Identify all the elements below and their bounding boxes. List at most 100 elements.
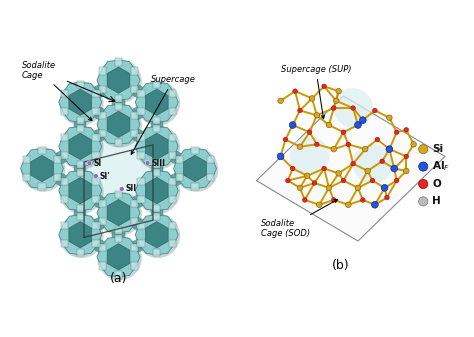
Polygon shape bbox=[130, 67, 138, 75]
Circle shape bbox=[419, 162, 428, 171]
Circle shape bbox=[419, 145, 428, 154]
Circle shape bbox=[174, 148, 219, 192]
Polygon shape bbox=[130, 262, 138, 270]
Polygon shape bbox=[61, 108, 68, 115]
Polygon shape bbox=[107, 244, 130, 270]
Circle shape bbox=[385, 195, 389, 200]
Circle shape bbox=[119, 187, 124, 191]
Circle shape bbox=[341, 178, 346, 183]
Polygon shape bbox=[99, 130, 107, 137]
Polygon shape bbox=[169, 196, 176, 203]
Polygon shape bbox=[69, 178, 91, 204]
Circle shape bbox=[419, 179, 428, 189]
Circle shape bbox=[326, 122, 332, 128]
Polygon shape bbox=[256, 96, 445, 241]
Polygon shape bbox=[115, 191, 122, 198]
Circle shape bbox=[136, 214, 180, 258]
Text: Al$_F$: Al$_F$ bbox=[432, 160, 450, 174]
Circle shape bbox=[322, 84, 327, 89]
Polygon shape bbox=[59, 82, 102, 122]
Circle shape bbox=[98, 103, 142, 148]
Text: SI: SI bbox=[93, 159, 101, 167]
Polygon shape bbox=[77, 205, 84, 212]
Polygon shape bbox=[99, 200, 107, 207]
Polygon shape bbox=[169, 240, 176, 247]
Polygon shape bbox=[116, 119, 160, 152]
Polygon shape bbox=[153, 161, 160, 168]
Polygon shape bbox=[135, 82, 178, 122]
Circle shape bbox=[381, 184, 388, 191]
Circle shape bbox=[359, 117, 366, 124]
Circle shape bbox=[283, 137, 288, 142]
Circle shape bbox=[277, 153, 284, 160]
Polygon shape bbox=[176, 156, 183, 163]
Polygon shape bbox=[191, 183, 199, 190]
Polygon shape bbox=[92, 178, 100, 185]
Circle shape bbox=[98, 236, 142, 280]
Polygon shape bbox=[74, 191, 86, 235]
Polygon shape bbox=[77, 117, 84, 124]
Polygon shape bbox=[137, 240, 145, 247]
Polygon shape bbox=[107, 111, 130, 137]
Polygon shape bbox=[151, 191, 163, 235]
Polygon shape bbox=[97, 193, 140, 233]
Polygon shape bbox=[151, 146, 163, 191]
Polygon shape bbox=[99, 112, 107, 119]
Polygon shape bbox=[169, 90, 176, 97]
Circle shape bbox=[312, 181, 317, 185]
Circle shape bbox=[355, 185, 361, 191]
Polygon shape bbox=[61, 134, 68, 141]
Polygon shape bbox=[69, 133, 91, 159]
Polygon shape bbox=[207, 174, 214, 181]
Circle shape bbox=[59, 81, 103, 126]
Polygon shape bbox=[207, 156, 214, 163]
Circle shape bbox=[353, 144, 392, 183]
Polygon shape bbox=[59, 126, 102, 166]
Text: Si: Si bbox=[432, 144, 444, 154]
Polygon shape bbox=[99, 262, 107, 270]
Polygon shape bbox=[97, 60, 140, 100]
Circle shape bbox=[278, 98, 283, 103]
Polygon shape bbox=[38, 147, 46, 154]
Polygon shape bbox=[130, 244, 138, 251]
Circle shape bbox=[331, 106, 336, 110]
Polygon shape bbox=[169, 222, 176, 229]
Polygon shape bbox=[154, 163, 198, 196]
Circle shape bbox=[291, 166, 295, 171]
Circle shape bbox=[346, 202, 351, 208]
Polygon shape bbox=[191, 147, 199, 154]
Polygon shape bbox=[151, 102, 163, 146]
Polygon shape bbox=[92, 108, 100, 115]
Circle shape bbox=[136, 81, 180, 126]
Polygon shape bbox=[77, 169, 84, 176]
Circle shape bbox=[411, 142, 416, 147]
Polygon shape bbox=[61, 178, 68, 185]
Polygon shape bbox=[130, 200, 138, 207]
Circle shape bbox=[293, 89, 297, 93]
Circle shape bbox=[322, 166, 327, 171]
Polygon shape bbox=[146, 222, 168, 248]
Polygon shape bbox=[61, 222, 68, 229]
Polygon shape bbox=[92, 90, 100, 97]
Polygon shape bbox=[153, 249, 160, 256]
Text: SIII: SIII bbox=[152, 159, 165, 167]
Circle shape bbox=[289, 122, 296, 128]
Circle shape bbox=[375, 137, 380, 142]
Circle shape bbox=[365, 168, 370, 174]
Polygon shape bbox=[135, 215, 178, 255]
Circle shape bbox=[333, 98, 339, 103]
Circle shape bbox=[85, 135, 152, 202]
Polygon shape bbox=[137, 134, 145, 141]
Polygon shape bbox=[20, 149, 64, 188]
Circle shape bbox=[331, 197, 336, 202]
Polygon shape bbox=[59, 215, 102, 255]
Polygon shape bbox=[137, 222, 145, 229]
Circle shape bbox=[136, 125, 180, 170]
Polygon shape bbox=[116, 75, 160, 108]
Text: SII: SII bbox=[126, 184, 137, 193]
Polygon shape bbox=[74, 102, 86, 146]
Circle shape bbox=[315, 142, 319, 147]
Polygon shape bbox=[153, 205, 160, 212]
Polygon shape bbox=[92, 152, 100, 159]
Polygon shape bbox=[54, 156, 61, 163]
